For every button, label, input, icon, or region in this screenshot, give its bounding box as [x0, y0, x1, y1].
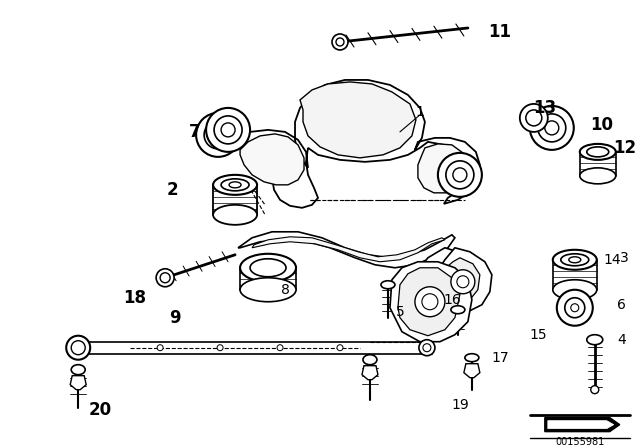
Text: 1: 1 [415, 105, 424, 119]
Text: 9: 9 [170, 309, 181, 327]
Polygon shape [240, 134, 304, 185]
Circle shape [66, 336, 90, 360]
Circle shape [336, 38, 344, 46]
Circle shape [337, 345, 343, 351]
Ellipse shape [569, 257, 580, 263]
Circle shape [221, 123, 235, 137]
Polygon shape [68, 342, 432, 354]
Polygon shape [70, 376, 86, 390]
Circle shape [446, 161, 474, 189]
Ellipse shape [561, 254, 589, 266]
Circle shape [453, 168, 467, 182]
Circle shape [217, 345, 223, 351]
Polygon shape [435, 248, 492, 312]
Circle shape [438, 153, 482, 197]
Text: 4: 4 [618, 333, 626, 347]
Circle shape [564, 298, 585, 318]
Circle shape [591, 386, 599, 394]
Ellipse shape [587, 147, 609, 157]
Ellipse shape [240, 278, 296, 302]
Circle shape [545, 121, 559, 135]
Polygon shape [398, 268, 460, 336]
Ellipse shape [71, 365, 85, 375]
Text: 5: 5 [396, 305, 404, 319]
Circle shape [538, 114, 566, 142]
Polygon shape [225, 80, 480, 208]
Text: 19: 19 [451, 398, 468, 412]
Ellipse shape [553, 250, 596, 270]
Ellipse shape [240, 254, 296, 282]
Polygon shape [418, 248, 472, 305]
Circle shape [332, 34, 348, 50]
Circle shape [571, 304, 579, 312]
Circle shape [212, 129, 224, 141]
Circle shape [415, 287, 445, 317]
Ellipse shape [553, 280, 596, 300]
Text: 00155981: 00155981 [555, 437, 604, 447]
Circle shape [277, 345, 283, 351]
Ellipse shape [363, 355, 377, 365]
Text: 10: 10 [590, 116, 613, 134]
Circle shape [419, 340, 435, 356]
Text: 15: 15 [529, 328, 547, 342]
Circle shape [156, 269, 174, 287]
Text: 13: 13 [533, 99, 556, 117]
Polygon shape [300, 82, 416, 158]
Polygon shape [390, 262, 472, 342]
Ellipse shape [229, 182, 241, 188]
Circle shape [423, 344, 431, 352]
Polygon shape [442, 258, 480, 304]
Ellipse shape [213, 205, 257, 225]
Ellipse shape [465, 354, 479, 362]
Circle shape [457, 276, 469, 288]
Ellipse shape [580, 168, 616, 184]
Polygon shape [238, 232, 455, 268]
Polygon shape [545, 418, 620, 431]
Ellipse shape [221, 179, 249, 191]
Polygon shape [252, 237, 445, 262]
Text: 14: 14 [603, 253, 621, 267]
Text: 2: 2 [166, 181, 178, 199]
Circle shape [206, 108, 250, 152]
Circle shape [557, 290, 593, 326]
Text: 7: 7 [189, 123, 201, 141]
Circle shape [422, 294, 438, 310]
Text: 20: 20 [88, 401, 112, 418]
Ellipse shape [213, 175, 257, 195]
Circle shape [526, 110, 542, 126]
Ellipse shape [381, 281, 395, 289]
Text: 18: 18 [124, 289, 147, 307]
Circle shape [157, 345, 163, 351]
Circle shape [204, 121, 232, 149]
Circle shape [196, 113, 240, 157]
Text: 17: 17 [491, 351, 509, 365]
Text: 11: 11 [488, 23, 511, 41]
Circle shape [451, 270, 475, 294]
Text: 8: 8 [280, 283, 289, 297]
Text: 3: 3 [620, 251, 629, 265]
Text: 16: 16 [443, 293, 461, 307]
Circle shape [71, 341, 85, 355]
Circle shape [530, 106, 574, 150]
Text: 6: 6 [618, 298, 626, 312]
Ellipse shape [580, 144, 616, 160]
Ellipse shape [250, 259, 286, 277]
Polygon shape [464, 364, 480, 378]
Polygon shape [548, 421, 614, 429]
Ellipse shape [451, 306, 465, 314]
Ellipse shape [587, 335, 603, 345]
Circle shape [214, 116, 242, 144]
Circle shape [160, 273, 170, 283]
Polygon shape [362, 366, 378, 379]
Circle shape [520, 104, 548, 132]
Text: 12: 12 [613, 139, 636, 157]
Polygon shape [418, 144, 467, 193]
